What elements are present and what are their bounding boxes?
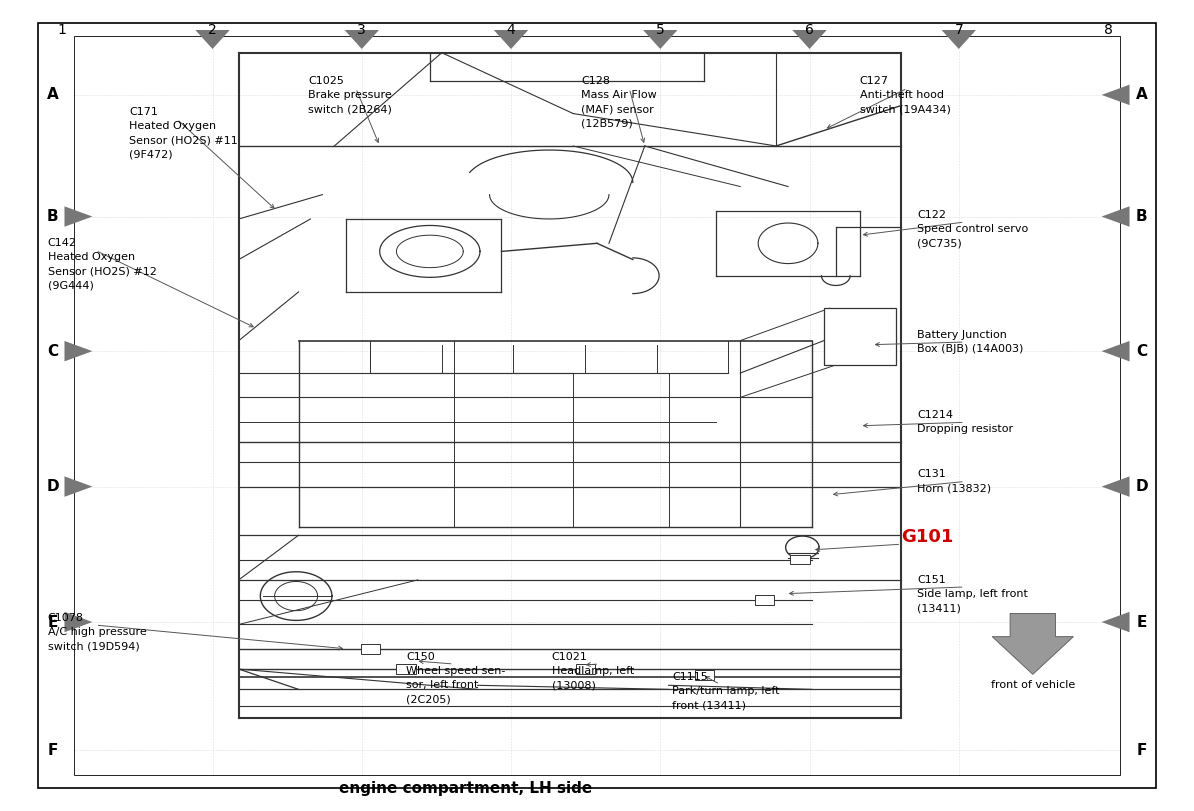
Text: sor, left front: sor, left front <box>406 680 479 690</box>
Text: A/C high pressure: A/C high pressure <box>48 627 147 637</box>
Text: C1078: C1078 <box>48 613 84 623</box>
Text: Side lamp, left front: Side lamp, left front <box>917 589 1028 599</box>
Bar <box>695 670 714 680</box>
Text: C150: C150 <box>406 652 435 662</box>
Text: E: E <box>48 615 57 629</box>
Text: Sensor (HO2S) #11: Sensor (HO2S) #11 <box>129 135 238 145</box>
Text: Sensor (HO2S) #12: Sensor (HO2S) #12 <box>48 267 156 277</box>
Text: Box (BJB) (14A003): Box (BJB) (14A003) <box>917 344 1023 354</box>
Polygon shape <box>196 30 229 49</box>
Polygon shape <box>644 30 677 49</box>
Text: Heated Oxygen: Heated Oxygen <box>129 121 216 131</box>
Text: 3: 3 <box>357 23 367 37</box>
Text: C1025: C1025 <box>308 76 344 86</box>
Text: Brake pressure: Brake pressure <box>308 90 392 101</box>
Text: Speed control servo: Speed control servo <box>917 224 1028 234</box>
Polygon shape <box>345 30 378 49</box>
Text: Mass Air Flow: Mass Air Flow <box>581 90 657 101</box>
Text: (13411): (13411) <box>917 603 961 613</box>
Polygon shape <box>64 206 92 227</box>
Text: C: C <box>1135 344 1147 358</box>
Text: 1: 1 <box>57 23 67 37</box>
Text: 6: 6 <box>805 23 814 37</box>
Text: C151: C151 <box>917 575 946 585</box>
Text: C128: C128 <box>581 76 610 86</box>
Polygon shape <box>64 341 92 362</box>
Text: C142: C142 <box>48 238 76 248</box>
Text: engine compartment, LH side: engine compartment, LH side <box>339 781 592 796</box>
Text: Headlamp, left: Headlamp, left <box>552 666 634 676</box>
Text: switch (2B264): switch (2B264) <box>308 105 392 114</box>
Polygon shape <box>64 611 92 633</box>
Text: Battery Junction: Battery Junction <box>917 330 1007 340</box>
Polygon shape <box>793 30 826 49</box>
Polygon shape <box>1102 341 1130 362</box>
Polygon shape <box>992 613 1073 675</box>
Text: Park/turn lamp, left: Park/turn lamp, left <box>672 686 780 697</box>
Text: Wheel speed sen-: Wheel speed sen- <box>406 666 505 676</box>
Text: C131: C131 <box>917 470 946 479</box>
Bar <box>790 555 810 564</box>
Text: switch (19D594): switch (19D594) <box>48 642 140 651</box>
Bar <box>361 644 380 654</box>
Polygon shape <box>1102 611 1130 633</box>
Text: (2C205): (2C205) <box>406 694 450 705</box>
Text: C1115: C1115 <box>672 672 708 682</box>
Text: front (13411): front (13411) <box>672 701 746 710</box>
Text: G101: G101 <box>901 528 954 546</box>
Text: 2: 2 <box>208 23 217 37</box>
Polygon shape <box>1102 476 1130 497</box>
Polygon shape <box>942 30 975 49</box>
Polygon shape <box>64 476 92 497</box>
Text: 4: 4 <box>506 23 516 37</box>
Text: F: F <box>1137 743 1146 757</box>
Bar <box>824 308 896 365</box>
Text: (9G444): (9G444) <box>48 281 93 291</box>
Text: C122: C122 <box>917 210 946 220</box>
Polygon shape <box>1102 206 1130 227</box>
Text: switch (19A434): switch (19A434) <box>860 105 950 114</box>
Text: (9F472): (9F472) <box>129 149 173 160</box>
Polygon shape <box>1102 84 1130 105</box>
Text: C127: C127 <box>860 76 888 86</box>
Text: (13008): (13008) <box>552 680 596 690</box>
Text: Dropping resistor: Dropping resistor <box>917 424 1014 435</box>
Text: 5: 5 <box>656 23 665 37</box>
Text: F: F <box>48 743 57 757</box>
Polygon shape <box>494 30 528 49</box>
Text: (MAF) sensor: (MAF) sensor <box>581 105 654 114</box>
Text: 7: 7 <box>954 23 964 37</box>
Text: D: D <box>1135 479 1147 494</box>
Bar <box>576 664 595 674</box>
Text: Heated Oxygen: Heated Oxygen <box>48 252 135 263</box>
Bar <box>74 36 1120 775</box>
Text: Anti-theft hood: Anti-theft hood <box>860 90 943 101</box>
Text: C1214: C1214 <box>917 410 953 420</box>
Text: C171: C171 <box>129 107 158 117</box>
Text: C: C <box>47 344 59 358</box>
Text: C1021: C1021 <box>552 652 587 662</box>
Text: E: E <box>1137 615 1146 629</box>
Text: 8: 8 <box>1103 23 1113 37</box>
Text: (9C735): (9C735) <box>917 238 961 248</box>
Text: B: B <box>47 209 59 224</box>
Bar <box>755 595 774 605</box>
Text: D: D <box>47 479 59 494</box>
Text: (12B579): (12B579) <box>581 118 633 129</box>
Text: front of vehicle: front of vehicle <box>991 680 1075 690</box>
Text: A: A <box>1135 88 1147 102</box>
Text: A: A <box>47 88 59 102</box>
Bar <box>396 664 416 674</box>
Text: B: B <box>1135 209 1147 224</box>
Text: Horn (13832): Horn (13832) <box>917 483 991 494</box>
